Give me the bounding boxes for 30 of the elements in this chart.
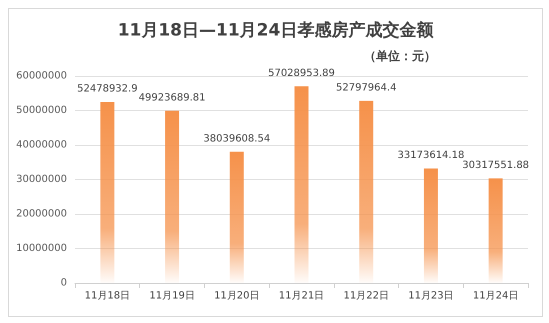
data-label: 52797964.4 bbox=[336, 82, 396, 94]
chart-title: 11月18日—11月24日孝感房产成交金额 bbox=[118, 20, 434, 40]
data-label: 30317551.88 bbox=[462, 160, 530, 171]
y-tick-label: 10000000 bbox=[16, 243, 67, 254]
x-tick-label: 11月20日 bbox=[214, 290, 260, 302]
bar bbox=[424, 168, 438, 283]
bar bbox=[294, 86, 308, 283]
data-label: 57028953.89 bbox=[268, 68, 335, 79]
data-label: 38039608.54 bbox=[203, 133, 270, 144]
data-label: 49923689.81 bbox=[138, 92, 206, 104]
x-tick-label: 11月21日 bbox=[278, 290, 324, 302]
x-tick-label: 11月24日 bbox=[472, 290, 518, 302]
x-tick-label: 11月18日 bbox=[84, 290, 130, 302]
y-tick-label: 20000000 bbox=[16, 208, 67, 220]
x-tick-label: 11月22日 bbox=[343, 290, 389, 302]
y-tick-label: 50000000 bbox=[16, 105, 67, 116]
x-tick-label: 11月19日 bbox=[149, 290, 195, 302]
bar bbox=[359, 100, 374, 283]
bar bbox=[230, 152, 244, 283]
bar bbox=[100, 102, 114, 283]
chart-subtitle: （单位：元） bbox=[364, 49, 436, 63]
y-tick-label: 60000000 bbox=[16, 70, 67, 82]
y-tick-label: 0 bbox=[60, 278, 67, 288]
y-tick-label: 40000000 bbox=[16, 140, 67, 150]
data-label: 52478932.9 bbox=[77, 83, 138, 94]
x-tick-label: 11月23日 bbox=[408, 290, 454, 302]
y-tick-label: 30000000 bbox=[16, 174, 67, 185]
bar bbox=[488, 178, 503, 283]
bar bbox=[165, 110, 180, 283]
data-label: 33173614.18 bbox=[398, 150, 464, 162]
